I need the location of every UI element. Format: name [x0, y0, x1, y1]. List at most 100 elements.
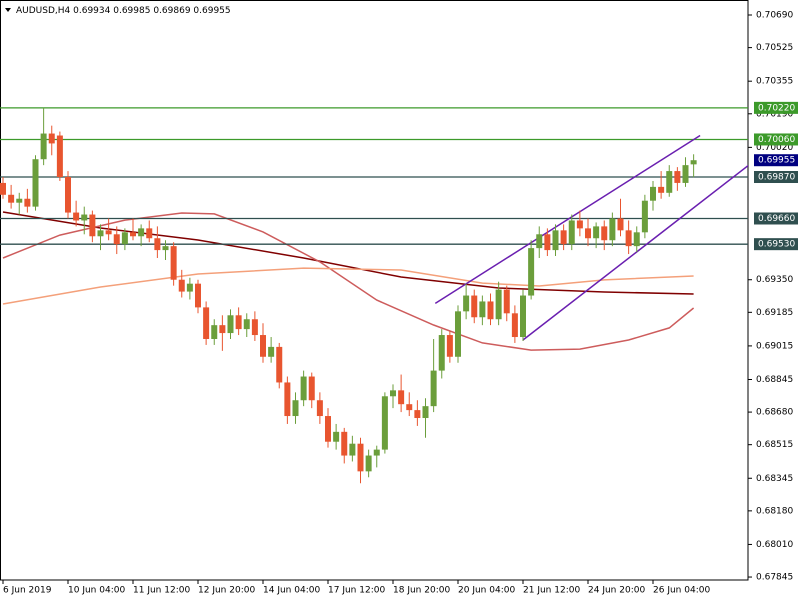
candle-body — [560, 230, 567, 245]
candle-body — [8, 194, 15, 203]
candle-body — [528, 248, 535, 296]
x-tick-label: 6 Jun 2019 — [3, 586, 52, 596]
y-tick-label: 0.67845 — [756, 573, 793, 583]
candle-body — [300, 376, 307, 401]
candle-body — [16, 198, 23, 203]
trendline — [522, 164, 748, 341]
y-tick-label: 0.68515 — [756, 440, 793, 450]
candle-body — [381, 396, 388, 450]
candle-body — [48, 133, 55, 144]
y-tick-label: 0.70190 — [756, 109, 793, 119]
y-tick-label: 0.68845 — [756, 375, 793, 385]
candle-body — [479, 301, 486, 318]
level-label: 0.69530 — [758, 240, 795, 250]
candle-body — [398, 390, 405, 405]
candle-body — [105, 230, 112, 235]
menu-triangle[interactable] — [5, 8, 11, 12]
level-label-bg — [754, 133, 798, 146]
candle-body — [414, 410, 421, 419]
candle-body — [130, 232, 136, 237]
candle-body — [446, 335, 453, 357]
x-tick-label: 11 Jun 12:00 — [133, 586, 190, 596]
candle-body — [625, 230, 632, 247]
candle-body — [308, 376, 315, 401]
candle-body — [227, 315, 234, 334]
candle-body — [544, 234, 551, 251]
candle-body — [162, 246, 169, 251]
y-tick-label: 0.68680 — [756, 408, 793, 418]
x-tick-label: 26 Jun 04:00 — [653, 586, 710, 596]
candle-body — [455, 311, 461, 357]
candle-body — [650, 186, 656, 201]
candle-body — [568, 220, 575, 245]
candle-body — [203, 307, 210, 339]
header-open: 0.69934 — [73, 6, 110, 16]
candle-body — [552, 230, 559, 251]
candle-body — [390, 390, 396, 397]
candle-body — [357, 443, 364, 472]
candle-body — [641, 200, 648, 233]
level-label-bg — [754, 101, 798, 114]
x-tick-label: 10 Jun 04:00 — [68, 586, 125, 596]
candle-body — [170, 246, 177, 280]
y-tick-label: 0.68010 — [756, 540, 793, 550]
candle-body — [487, 301, 494, 320]
x-tick-label: 14 Jun 04:00 — [263, 586, 320, 596]
level-label: 0.69870 — [758, 173, 795, 183]
candle-body — [292, 400, 299, 417]
candle-body — [40, 133, 47, 160]
candle-body — [666, 171, 673, 193]
candle-body — [65, 177, 71, 213]
level-label: 0.70220 — [758, 103, 795, 113]
candle-body — [276, 346, 283, 383]
y-tick-label: 0.70020 — [756, 143, 793, 153]
candle-body — [235, 315, 242, 330]
x-tick-label: 18 Jun 20:00 — [393, 586, 450, 596]
candle-body — [471, 295, 478, 318]
price-label: 0.69955 — [758, 156, 795, 166]
candle-body — [0, 182, 6, 195]
candle-body — [325, 416, 331, 442]
level-label: 0.69660 — [758, 214, 795, 224]
candle-body — [609, 218, 616, 241]
price-label-bg — [754, 154, 798, 167]
candle-body — [674, 171, 681, 183]
moving-average — [2, 267, 694, 305]
candle-body — [617, 218, 624, 231]
x-tick-label: 21 Jun 12:00 — [523, 586, 580, 596]
symbol: AUDUSD,H4 — [16, 6, 71, 16]
level-label-bg — [754, 212, 798, 225]
candle-body — [682, 165, 689, 183]
y-tick-label: 0.68345 — [756, 474, 793, 484]
header-high: 0.69985 — [113, 6, 150, 16]
candle-body — [333, 431, 340, 442]
y-tick-label: 0.69015 — [756, 341, 793, 351]
candle-body — [463, 295, 470, 312]
level-label-bg — [754, 238, 798, 251]
y-tick-label: 0.70355 — [756, 77, 793, 87]
candle-body — [32, 159, 39, 207]
x-tick-label: 12 Jun 20:00 — [198, 586, 255, 596]
candle-body — [585, 228, 591, 239]
x-tick-label: 20 Jun 04:00 — [458, 586, 515, 596]
y-tick-label: 0.70690 — [756, 11, 793, 21]
candle-body — [89, 214, 96, 237]
x-tick-label: 17 Jun 12:00 — [328, 586, 385, 596]
candle-body — [511, 313, 518, 338]
candle-body — [260, 335, 266, 357]
candle-body — [195, 283, 201, 308]
candle-body — [503, 289, 510, 314]
candle-body — [593, 226, 600, 239]
candle-body — [658, 186, 665, 193]
x-tick-label: 24 Jun 20:00 — [588, 586, 645, 596]
candle-body — [268, 346, 275, 357]
candle-body — [430, 370, 437, 407]
candle-body — [422, 406, 429, 419]
candle-body — [373, 449, 380, 456]
candle-body — [138, 228, 145, 237]
candle-body — [601, 226, 608, 241]
candle-body — [690, 160, 697, 165]
y-tick-label: 0.69185 — [756, 308, 793, 318]
candle-body — [154, 238, 161, 251]
